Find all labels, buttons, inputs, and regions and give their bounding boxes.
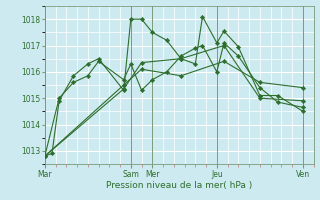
X-axis label: Pression niveau de la mer( hPa ): Pression niveau de la mer( hPa ) (106, 181, 252, 190)
